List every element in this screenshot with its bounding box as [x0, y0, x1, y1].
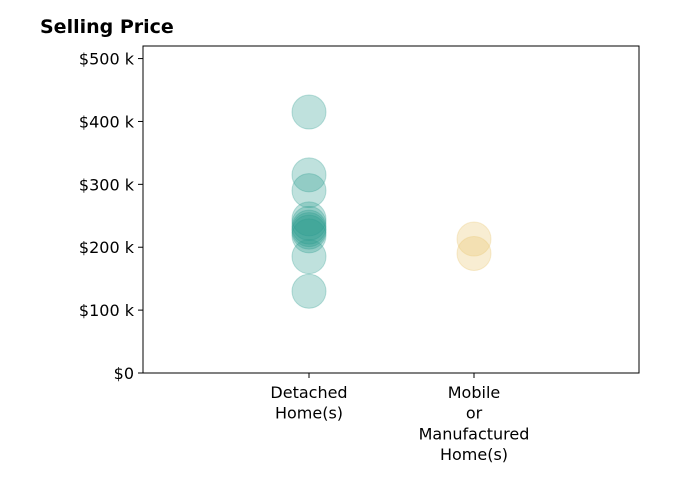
x-tick-label-line: Detached [270, 383, 347, 402]
plot-frame [142, 45, 640, 374]
data-point-detached [291, 212, 327, 248]
data-point-detached [291, 214, 327, 250]
data-point-detached [291, 157, 327, 193]
data-point-detached [291, 209, 327, 245]
y-tick-label: $300 k [79, 175, 135, 194]
data-point-detached [291, 273, 327, 309]
y-tick-label: $500 k [79, 50, 135, 69]
y-tick-label: $200 k [79, 238, 135, 257]
x-tick-label-line: Home(s) [440, 445, 508, 464]
points-layer [291, 94, 492, 309]
data-point-detached [291, 94, 327, 130]
chart-title: Selling Price [40, 16, 174, 38]
data-point-detached [291, 239, 327, 275]
y-tick-label: $0 [114, 364, 134, 383]
data-point-detached [291, 218, 327, 254]
x-tick-label-line: Manufactured [419, 424, 530, 443]
y-tick-label: $400 k [79, 112, 135, 131]
data-point-mobile [456, 221, 492, 257]
x-tick-label-line: or [466, 404, 483, 423]
y-tick-label: $100 k [79, 301, 135, 320]
data-point-detached [291, 201, 327, 237]
x-tick-label-line: Mobile [448, 383, 500, 402]
data-point-detached [291, 173, 327, 209]
y-axis: $0 $100 k $200 k $300 k $400 k $500 k [79, 50, 143, 383]
data-point-detached [291, 205, 327, 241]
data-point-mobile [456, 236, 492, 272]
x-tick-label: Detached Home(s) [270, 383, 347, 423]
x-tick-label-line: Home(s) [275, 404, 343, 423]
